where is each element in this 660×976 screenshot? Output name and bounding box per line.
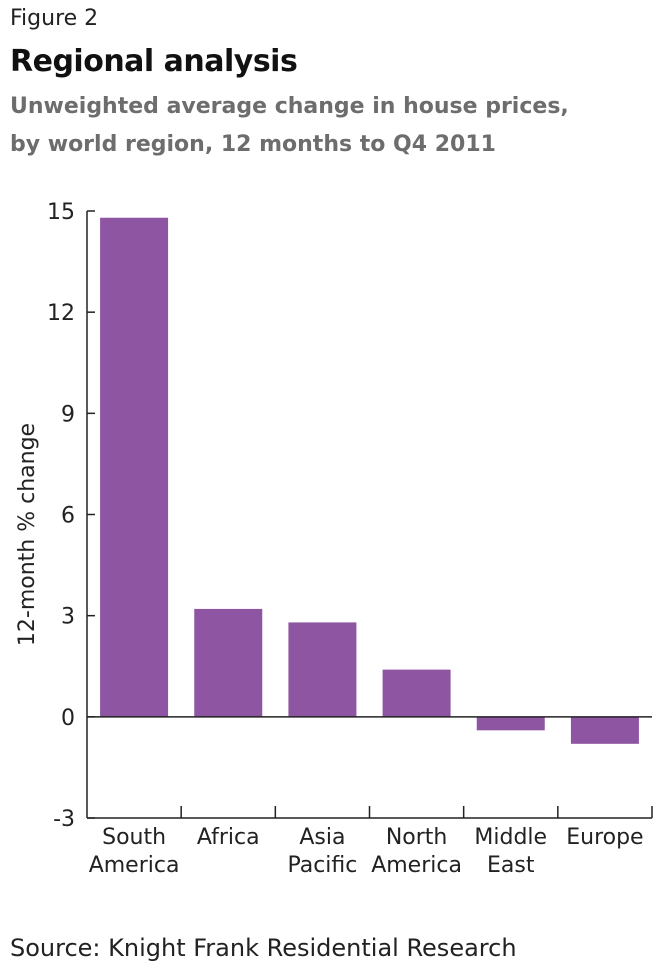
- y-tick-label: 0: [61, 706, 75, 731]
- y-tick-label: 15: [47, 200, 75, 225]
- chart-subtitle: Unweighted average change in house price…: [10, 88, 650, 164]
- x-category-label: Middle East: [474, 825, 547, 878]
- x-category-label: Africa: [197, 825, 260, 850]
- bar: [100, 217, 169, 717]
- y-tick-label: -3: [53, 807, 75, 832]
- bar: [382, 669, 451, 717]
- bar: [570, 716, 639, 744]
- chart-title: Regional analysis: [10, 44, 298, 79]
- x-category-label: North America: [371, 825, 462, 878]
- subtitle-line-1: Unweighted average change in house price…: [10, 94, 569, 119]
- y-axis-title: 12-month % change: [15, 423, 40, 646]
- x-category-label: Asia Pacific: [287, 825, 357, 878]
- figure-label: Figure 2: [10, 6, 99, 31]
- subtitle-line-2: by world region, 12 months to Q4 2011: [10, 132, 496, 157]
- y-tick-label: 12: [47, 301, 75, 326]
- y-tick-label: 3: [61, 605, 75, 630]
- x-category-label: Europe: [566, 825, 643, 850]
- source-note: Source: Knight Frank Residential Researc…: [10, 934, 517, 962]
- y-tick-label: 9: [61, 402, 75, 427]
- bar: [476, 716, 545, 731]
- bar: [194, 608, 263, 717]
- x-category-label: South America: [89, 825, 180, 878]
- y-tick-label: 6: [61, 504, 75, 529]
- bar: [288, 622, 357, 717]
